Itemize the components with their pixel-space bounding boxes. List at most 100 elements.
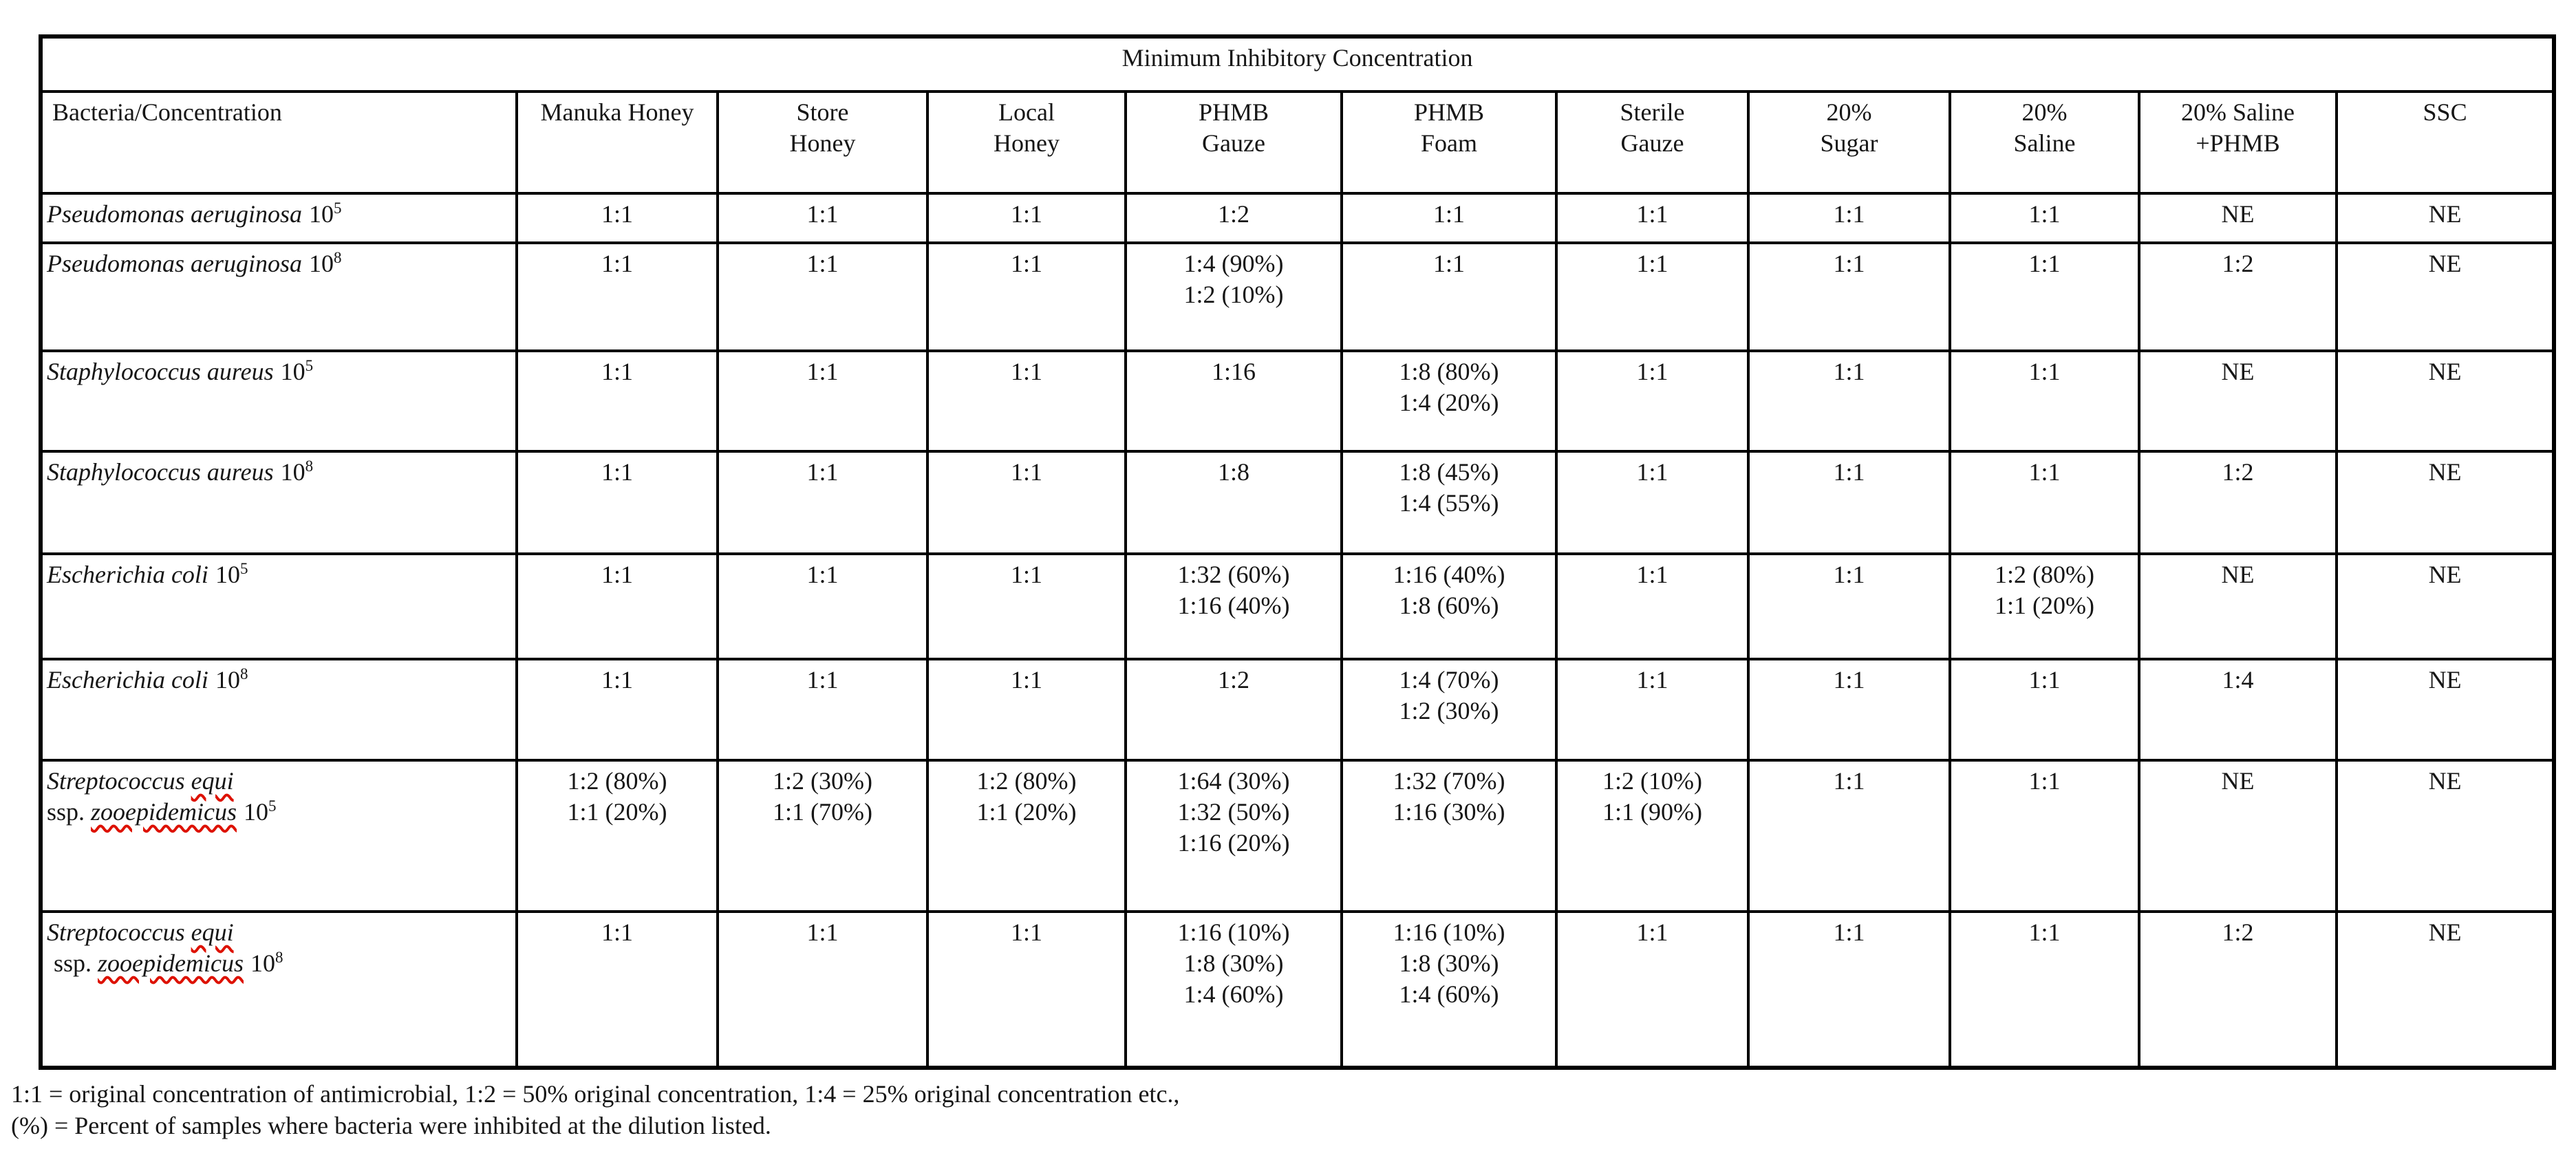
mic-value-cell: 1:8 (1124, 450, 1343, 555)
column-header-ssc: SSC (2334, 90, 2556, 195)
mic-value-cell: 1:1 (1949, 658, 2140, 762)
column-header-phmb-gauze: PHMB Gauze (1124, 90, 1343, 195)
mic-value-cell: 1:1 (515, 192, 719, 244)
mic-value-cell: 1:1 (1747, 349, 1951, 453)
mic-value-cell: 1:2 (2138, 241, 2338, 352)
concentration-exponent: 105 (281, 358, 314, 385)
exponent-sup: 8 (305, 458, 314, 475)
concentration-exponent: 105 (244, 798, 277, 826)
bacteria-name-cell: Pseudomonas aeruginosa 108 (39, 241, 518, 352)
mic-value-cell: NE (2334, 759, 2556, 913)
mic-value-cell: 1:2 (1124, 192, 1343, 244)
mic-value-cell: 1:1 (1555, 192, 1750, 244)
mic-table: Minimum Inhibitory Concentration Bacteri… (39, 34, 2557, 1070)
bacteria-name-line1: Streptococcus equi (47, 917, 511, 948)
mic-value-cell: NE (2334, 450, 2556, 555)
mic-value-cell: 1:16 (40%) 1:8 (60%) (1340, 552, 1558, 660)
mic-value-cell: 1:1 (926, 552, 1127, 660)
ssp-prefix: ssp. (47, 798, 85, 826)
exponent-sup: 5 (305, 357, 314, 374)
mic-value-cell: 1:8 (45%) 1:4 (55%) (1340, 450, 1558, 555)
exponent-base: 10 (309, 200, 334, 228)
mic-value-cell: 1:2 (30%) 1:1 (70%) (716, 759, 929, 913)
mic-value-cell: NE (2334, 192, 2556, 244)
mic-value-cell: 1:1 (1747, 759, 1951, 913)
mic-value-cell: 1:1 (926, 349, 1127, 453)
table-row: Escherichia coli 108 1:1 1:1 1:1 1:2 1:4 … (39, 658, 2556, 762)
table-row: Pseudomonas aeruginosa 108 1:1 1:1 1:1 1:… (39, 241, 2556, 352)
bacteria-species-misspell: equi (191, 767, 234, 795)
mic-value-cell: 1:2 (1124, 658, 1343, 762)
bacteria-binomial: Staphylococcus aureus (47, 358, 274, 385)
table-row: Pseudomonas aeruginosa 105 1:1 1:1 1:1 1:… (39, 192, 2556, 244)
bacteria-binomial: Pseudomonas aeruginosa (47, 250, 302, 277)
exponent-base: 10 (215, 561, 240, 588)
mic-value-cell: 1:1 (926, 192, 1127, 244)
mic-value-cell: 1:16 (10%) 1:8 (30%) 1:4 (60%) (1124, 910, 1343, 1069)
bacteria-name-cell: Pseudomonas aeruginosa 105 (39, 192, 518, 244)
mic-value-cell: NE (2334, 552, 2556, 660)
mic-value-cell: 1:2 (2138, 450, 2338, 555)
bacteria-binomial: Escherichia coli (47, 561, 208, 588)
column-header-phmb-foam: PHMB Foam (1340, 90, 1558, 195)
mic-value-cell: 1:1 (716, 910, 929, 1069)
mic-value-cell: 1:1 (1555, 241, 1750, 352)
mic-value-cell: 1:1 (1340, 241, 1558, 352)
bacteria-name-line2: ssp. zooepidemicus 105 (47, 797, 511, 828)
exponent-base: 10 (215, 666, 240, 693)
mic-value-cell: 1:4 (2138, 658, 2338, 762)
bacteria-species-misspell: equi (191, 918, 234, 946)
mic-value-cell: 1:1 (926, 450, 1127, 555)
concentration-exponent: 105 (309, 200, 342, 228)
table-row: Staphylococcus aureus 108 1:1 1:1 1:1 1:8… (39, 450, 2556, 555)
concentration-exponent: 108 (281, 458, 314, 486)
bacteria-name-cell: Escherichia coli 108 (39, 658, 518, 762)
exponent-base: 10 (250, 949, 275, 977)
mic-value-cell: 1:1 (1747, 450, 1951, 555)
bacteria-name-cell: Staphylococcus aureus 108 (39, 450, 518, 555)
table-row: Streptococcus equi ssp. zooepidemicus 105… (39, 759, 2556, 913)
mic-value-cell: 1:4 (70%) 1:2 (30%) (1340, 658, 1558, 762)
column-header-20-saline: 20% Saline (1949, 90, 2140, 195)
mic-value-cell: 1:1 (716, 450, 929, 555)
mic-value-cell: NE (2334, 241, 2556, 352)
mic-value-cell: 1:1 (1949, 450, 2140, 555)
bacteria-name-line2: ssp. zooepidemicus 108 (47, 948, 511, 979)
exponent-sup: 8 (334, 249, 342, 266)
mic-value-cell: 1:64 (30%) 1:32 (50%) 1:16 (20%) (1124, 759, 1343, 913)
mic-value-cell: 1:8 (80%) 1:4 (20%) (1340, 349, 1558, 453)
mic-value-cell: 1:1 (1949, 192, 2140, 244)
mic-value-cell: 1:1 (1949, 241, 2140, 352)
column-header-manuka-honey: Manuka Honey (515, 90, 719, 195)
mic-value-cell: 1:1 (1747, 658, 1951, 762)
exponent-base: 10 (280, 458, 305, 486)
exponent-sup: 5 (334, 200, 342, 217)
bacteria-genus: Streptococcus (47, 767, 185, 795)
mic-value-cell: 1:1 (1747, 241, 1951, 352)
exponent-base: 10 (280, 358, 305, 385)
mic-value-cell: 1:1 (515, 658, 719, 762)
mic-value-cell: NE (2138, 552, 2338, 660)
mic-value-cell: NE (2138, 192, 2338, 244)
footnote-dilution-key: 1:1 = original concentration of antimicr… (11, 1080, 1180, 1108)
footnotes: 1:1 = original concentration of antimicr… (11, 1078, 2576, 1141)
mic-value-cell: NE (2334, 658, 2556, 762)
bacteria-binomial: Staphylococcus aureus (47, 458, 274, 486)
mic-value-cell: 1:1 (1340, 192, 1558, 244)
mic-value-cell: 1:1 (515, 349, 719, 453)
concentration-exponent: 105 (215, 561, 248, 588)
mic-value-cell: 1:2 (80%) 1:1 (20%) (515, 759, 719, 913)
mic-value-cell: 1:1 (716, 349, 929, 453)
mic-value-cell: 1:1 (515, 910, 719, 1069)
column-header-store-honey: Store Honey (716, 90, 929, 195)
bacteria-name-cell: Staphylococcus aureus 105 (39, 349, 518, 453)
mic-value-cell: 1:1 (926, 658, 1127, 762)
footnote-percent-key: (%) = Percent of samples where bacteria … (11, 1112, 771, 1140)
exponent-sup: 8 (275, 949, 283, 966)
mic-value-cell: 1:1 (1949, 759, 2140, 913)
concentration-exponent: 108 (215, 666, 248, 693)
exponent-sup: 5 (268, 797, 277, 815)
mic-value-cell: 1:1 (716, 552, 929, 660)
mic-value-cell: 1:1 (716, 241, 929, 352)
mic-value-cell: 1:1 (1949, 349, 2140, 453)
